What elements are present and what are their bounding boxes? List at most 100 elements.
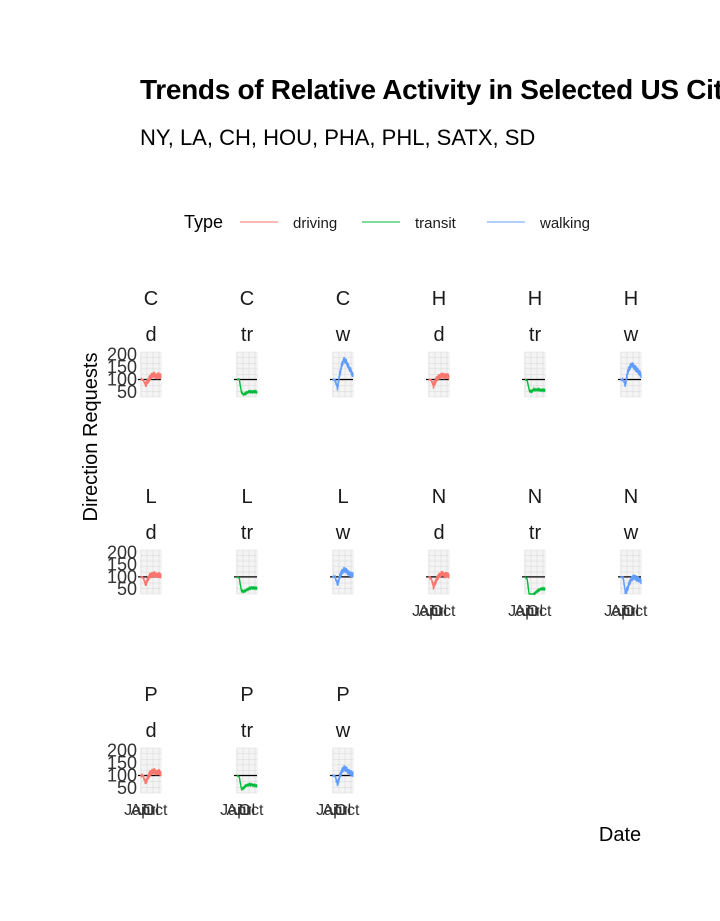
facet-h-d: Hd: [426, 288, 450, 398]
y-tick-label: 100: [107, 567, 137, 587]
facet-city-label: L: [337, 486, 348, 508]
facet-type-label: d: [433, 522, 444, 544]
facet-c-w: Cw: [330, 288, 354, 398]
y-tick-label: 150: [107, 357, 137, 377]
series-line-walking: [332, 566, 354, 587]
x-tick-label: Oct: [431, 603, 456, 620]
series-line-walking: [620, 574, 642, 595]
x-tick-label: Apr: [227, 802, 253, 819]
facet-type-label: d: [145, 720, 156, 742]
facet-type-label: w: [335, 522, 351, 544]
facet-type-label: w: [623, 324, 639, 346]
series-line-driving: [428, 372, 450, 389]
x-tick-label: Oct: [623, 603, 648, 620]
series-line-walking: [620, 362, 642, 388]
facet-h-tr: Htr: [522, 288, 546, 398]
y-tick-label: 50: [117, 382, 137, 402]
x-tick-label: Apr: [131, 802, 157, 819]
y-tick-label: 100: [107, 370, 137, 390]
x-tick-label: Apr: [323, 802, 349, 819]
x-tick-label: Jan: [316, 802, 342, 819]
x-tick-label: Jul: [139, 802, 159, 819]
x-tick-label: Apr: [611, 603, 637, 620]
x-tick-label: Jan: [508, 603, 534, 620]
facet-type-label: tr: [241, 324, 254, 346]
series-line-walking: [332, 765, 354, 787]
facet-type-label: w: [623, 522, 639, 544]
x-tick-label: Jan: [604, 603, 630, 620]
facet-city-label: N: [624, 486, 638, 508]
y-tick-label: 200: [107, 542, 137, 562]
x-tick-label: Apr: [419, 603, 445, 620]
x-tick-label: Oct: [527, 603, 552, 620]
legend-label-transit: transit: [415, 215, 457, 232]
y-tick-label: 50: [117, 579, 137, 599]
legend-label-driving: driving: [293, 215, 337, 232]
facet-city-label: N: [528, 486, 542, 508]
x-tick-label: Jul: [523, 603, 543, 620]
x-tick-label: Jul: [331, 802, 351, 819]
series-line-driving: [140, 371, 162, 388]
facet-city-label: P: [240, 684, 253, 706]
chart-title: Trends of Relative Activity in Selected …: [140, 74, 720, 105]
x-tick-label: Oct: [335, 802, 360, 819]
facet-type-label: d: [433, 324, 444, 346]
y-tick-label: 150: [107, 753, 137, 773]
x-axis-title: Date: [599, 824, 641, 846]
series-line-transit: [236, 576, 258, 594]
y-axis-title: Direction Requests: [80, 353, 102, 522]
facet-type-label: w: [335, 720, 351, 742]
series-line-transit: [236, 378, 258, 397]
legend-label-walking: walking: [539, 215, 590, 232]
x-tick-label: Apr: [515, 603, 541, 620]
facet-h-w: Hw: [618, 288, 642, 398]
x-tick-label: Oct: [143, 802, 168, 819]
facet-city-label: C: [144, 288, 158, 310]
facet-city-label: C: [240, 288, 254, 310]
facet-c-tr: Ctr: [234, 288, 258, 398]
y-tick-label: 150: [107, 555, 137, 575]
facet-type-label: d: [145, 324, 156, 346]
x-tick-label: Jul: [235, 802, 255, 819]
facet-type-label: w: [335, 324, 351, 346]
x-tick-label: Jan: [124, 802, 150, 819]
facet-city-label: L: [241, 486, 252, 508]
series-line-transit: [524, 576, 546, 596]
facet-city-label: H: [624, 288, 638, 310]
x-tick-label: Oct: [239, 802, 264, 819]
legend-title: Type: [184, 212, 223, 232]
y-tick-label: 200: [107, 345, 137, 365]
facet-city-label: C: [336, 288, 350, 310]
facet-type-label: d: [145, 522, 156, 544]
facet-city-label: P: [144, 684, 157, 706]
y-tick-label: 200: [107, 741, 137, 761]
x-tick-label: Jul: [427, 603, 447, 620]
series-line-driving: [140, 768, 162, 785]
x-tick-label: Jul: [619, 603, 639, 620]
series-line-transit: [236, 774, 258, 792]
facet-city-label: L: [145, 486, 156, 508]
chart-subtitle: NY, LA, CH, HOU, PHA, PHL, SATX, SD: [140, 125, 536, 150]
facet-city-label: H: [432, 288, 446, 310]
facet-type-label: tr: [529, 324, 542, 346]
facet-city-label: P: [336, 684, 349, 706]
series-line-driving: [140, 571, 162, 587]
y-tick-label: 50: [117, 778, 137, 798]
x-tick-label: Jan: [412, 603, 438, 620]
series-line-walking: [332, 356, 354, 391]
facet-type-label: tr: [241, 522, 254, 544]
facet-city-label: H: [528, 288, 542, 310]
facet-type-label: tr: [241, 720, 254, 742]
series-line-driving: [428, 570, 450, 590]
facet-l-tr: Ltr: [234, 486, 258, 595]
